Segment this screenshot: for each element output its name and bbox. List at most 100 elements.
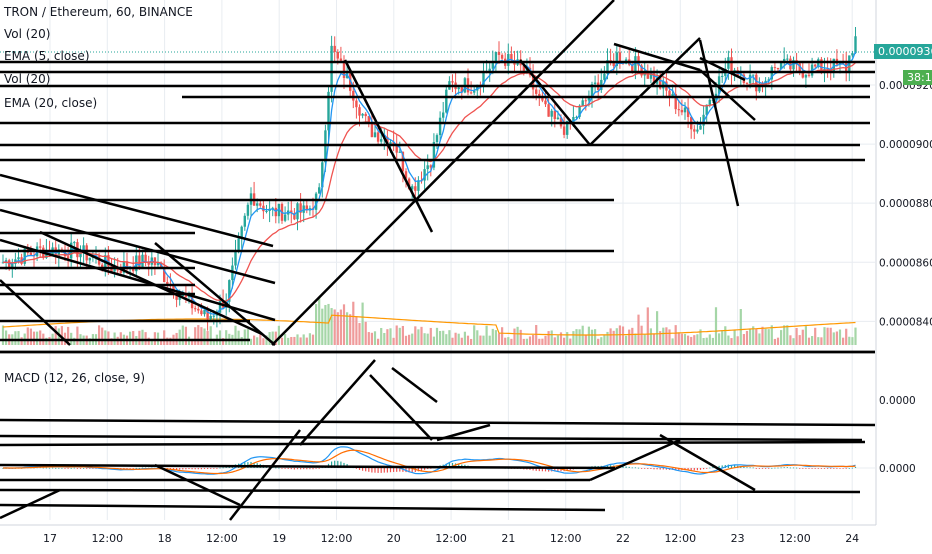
ema-5-line	[2, 51, 857, 315]
macd-histogram-bar	[842, 468, 844, 469]
time-tick-label: 17	[43, 532, 57, 545]
candle-body	[432, 142, 436, 168]
candle-body	[11, 263, 14, 268]
volume-bar	[637, 314, 640, 345]
macd-histogram-bar	[808, 468, 810, 469]
trend-line	[589, 438, 681, 482]
volume-bar	[296, 334, 299, 345]
candle-body	[29, 252, 33, 255]
volume-bar	[609, 328, 612, 345]
volume-bar	[736, 336, 739, 345]
volume-bar	[767, 329, 770, 345]
volume-bar	[169, 337, 172, 345]
macd-histogram-bar	[839, 468, 841, 469]
candle-body	[752, 74, 755, 76]
candle-body	[587, 96, 591, 101]
volume-bar	[54, 326, 57, 345]
volume-bar	[98, 325, 101, 345]
macd-histogram-bar	[371, 468, 373, 473]
indicator-ema-5[interactable]: EMA (5, close)	[4, 49, 90, 63]
indicator-vol-1[interactable]: Vol (20)	[4, 27, 51, 41]
candle-body	[404, 171, 408, 179]
volume-bar	[705, 337, 708, 345]
volume-bar	[445, 334, 448, 345]
candle-body	[491, 62, 494, 69]
macd-histogram-bar	[79, 468, 82, 469]
volume-bar	[646, 307, 649, 345]
volume-bar	[377, 338, 380, 345]
volume-bar	[566, 332, 569, 345]
volume-bar	[191, 338, 194, 345]
macd-histogram-bar	[45, 467, 47, 469]
macd-histogram-bar	[758, 468, 760, 469]
volume-bar	[463, 331, 466, 345]
macd-histogram-bar	[200, 468, 202, 470]
candle-body	[646, 72, 649, 79]
macd-histogram-bar	[194, 468, 196, 470]
candle-body	[494, 51, 498, 63]
candle-body	[550, 110, 553, 117]
candle-body	[748, 74, 752, 84]
volume-bar	[222, 338, 225, 345]
macd-histogram-bar	[309, 468, 311, 470]
macd-histogram-bar	[529, 468, 531, 470]
ema-20-line	[2, 62, 856, 302]
macd-histogram-bar	[650, 468, 652, 469]
macd-histogram-bar	[662, 468, 664, 470]
volume-bar	[776, 337, 780, 345]
macd-histogram-bar	[796, 467, 798, 469]
macd-histogram-bar	[420, 468, 423, 471]
indicator-ema-20[interactable]: EMA (20, close)	[4, 96, 98, 110]
macd-label[interactable]: MACD (12, 26, close, 9)	[4, 371, 146, 385]
macd-histogram-bar	[337, 460, 339, 468]
candle-body	[197, 308, 200, 311]
candle-body	[721, 75, 724, 77]
trend-line-drawings[interactable]	[0, 0, 876, 521]
trend-line	[0, 418, 876, 427]
macd-histogram-bar	[799, 468, 801, 469]
candle-body	[66, 256, 70, 259]
volume-bar	[423, 333, 426, 345]
candle-body	[469, 92, 473, 94]
macd-histogram-bar	[89, 468, 91, 469]
volume-bar	[284, 334, 287, 345]
macd-histogram-bar	[827, 468, 829, 469]
candle-body	[789, 58, 792, 70]
candle-body	[113, 267, 116, 272]
macd-histogram-bar	[300, 468, 302, 470]
volume-bar	[826, 327, 829, 345]
indicator-vol-2[interactable]: Vol (20)	[4, 72, 51, 86]
macd-histogram-bar	[709, 467, 711, 469]
trend-line	[299, 359, 376, 446]
time-tick-label: 12:00	[206, 532, 238, 545]
candle-body	[107, 255, 110, 267]
macd-histogram-bar	[281, 468, 283, 469]
trend-line	[0, 488, 61, 520]
volume-bar	[631, 327, 634, 345]
volume-bar	[801, 329, 804, 345]
candle-body	[553, 110, 556, 120]
macd-histogram-bar	[699, 468, 702, 470]
macd-histogram-bar	[185, 468, 187, 470]
candle-body	[401, 151, 405, 172]
macd-histogram-bar	[703, 468, 705, 470]
candle-body	[814, 64, 817, 67]
volume-bar	[411, 333, 414, 345]
macd-histogram-bar	[616, 465, 618, 468]
volume-bar	[401, 325, 404, 345]
volume-bar	[246, 329, 249, 345]
candle-body	[451, 81, 454, 83]
volume-bar	[488, 335, 491, 345]
candle-body	[581, 100, 584, 106]
macd-histogram-bar	[284, 468, 286, 469]
volume-bar	[820, 337, 823, 345]
volume-bar	[141, 329, 144, 345]
volume-bar	[57, 328, 60, 345]
candle-body	[209, 316, 212, 320]
volume-bar	[101, 327, 104, 345]
macd-histogram-bar	[768, 468, 770, 469]
macd-histogram-bar	[334, 460, 336, 468]
candle-body	[442, 112, 445, 118]
